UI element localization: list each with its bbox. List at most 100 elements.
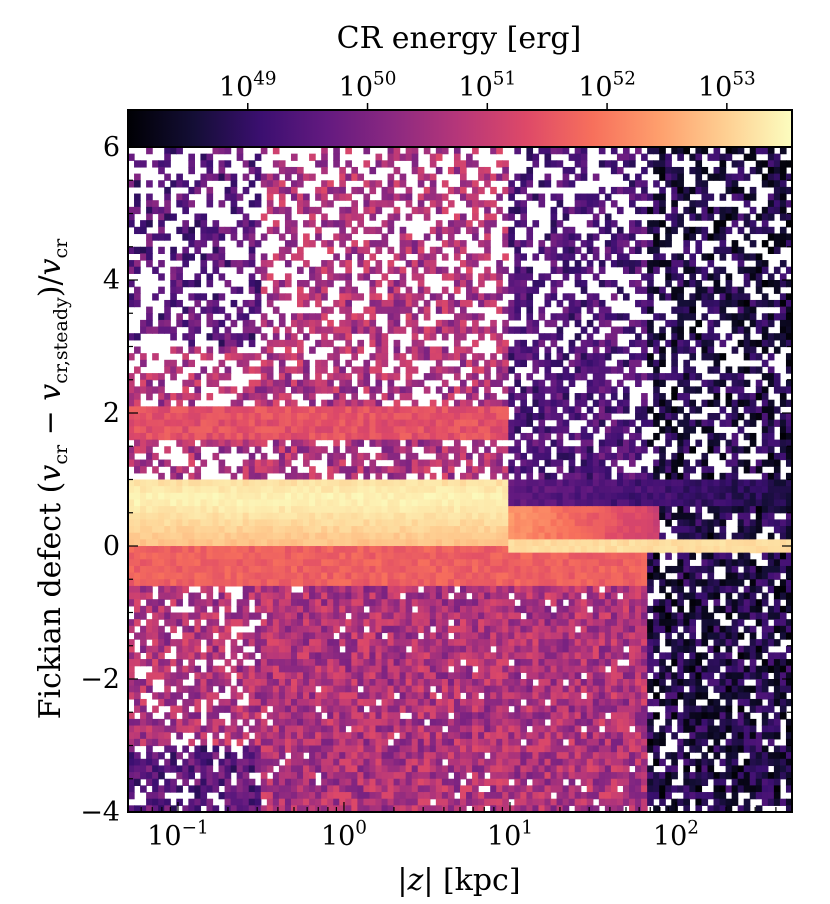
heatmap-cell bbox=[152, 732, 159, 740]
heatmap-cell bbox=[188, 472, 195, 481]
heatmap-cell bbox=[309, 698, 316, 707]
heatmap-cell bbox=[278, 718, 286, 727]
heatmap-cell bbox=[478, 738, 485, 747]
heatmap-cell bbox=[158, 645, 165, 653]
heatmap-cell bbox=[399, 579, 407, 587]
heatmap-cell bbox=[218, 685, 226, 693]
heatmap-cell bbox=[152, 599, 159, 607]
heatmap-cell bbox=[339, 499, 346, 507]
heatmap-cell bbox=[134, 266, 141, 274]
heatmap-cell bbox=[399, 226, 407, 235]
heatmap-cell bbox=[194, 373, 202, 381]
heatmap-cell bbox=[435, 346, 443, 354]
heatmap-cell bbox=[441, 399, 449, 407]
heatmap-cell bbox=[472, 526, 479, 534]
heatmap-cell bbox=[194, 180, 202, 188]
heatmap-cell bbox=[140, 539, 147, 547]
heatmap-cell bbox=[182, 632, 189, 640]
heatmap-cell bbox=[297, 486, 304, 494]
heatmap-cell bbox=[230, 639, 238, 647]
heatmap-cell bbox=[460, 565, 467, 574]
heatmap-cell bbox=[272, 286, 280, 294]
heatmap-cell bbox=[164, 738, 171, 747]
heatmap-cell bbox=[417, 512, 425, 520]
heatmap-cell bbox=[490, 186, 497, 195]
heatmap-cell bbox=[514, 472, 521, 481]
heatmap-cell bbox=[478, 559, 485, 567]
heatmap-cell bbox=[164, 426, 171, 434]
heatmap-cell bbox=[200, 565, 208, 574]
heatmap-cell bbox=[375, 712, 383, 720]
heatmap-cell bbox=[254, 519, 262, 527]
heatmap-cell bbox=[176, 419, 183, 427]
heatmap-cell bbox=[357, 499, 365, 507]
heatmap-cell bbox=[387, 805, 395, 813]
heatmap-cell bbox=[182, 625, 189, 634]
heatmap-cell bbox=[514, 260, 521, 268]
heatmap-cell bbox=[278, 698, 286, 707]
colorbar bbox=[127, 109, 793, 148]
heatmap-cell bbox=[357, 313, 365, 321]
heatmap-cell bbox=[363, 472, 371, 481]
heatmap-cell bbox=[478, 625, 485, 634]
heatmap-cell bbox=[393, 519, 401, 527]
heatmap-cell bbox=[260, 359, 268, 368]
heatmap-cell bbox=[363, 399, 371, 407]
heatmap-cell bbox=[411, 659, 419, 667]
heatmap-cell bbox=[146, 206, 153, 215]
heatmap-cell bbox=[315, 193, 322, 201]
heatmap-cell bbox=[140, 446, 147, 454]
heatmap-cell bbox=[502, 758, 509, 767]
heatmap-cell bbox=[260, 725, 268, 733]
heatmap-cell bbox=[212, 692, 220, 700]
heatmap-cell bbox=[453, 399, 461, 407]
heatmap-cell bbox=[284, 758, 292, 767]
heatmap-cell bbox=[411, 552, 419, 560]
heatmap-cell bbox=[423, 625, 431, 634]
heatmap-cell bbox=[472, 772, 479, 780]
heatmap-cell bbox=[170, 286, 177, 294]
heatmap-cell bbox=[484, 758, 491, 767]
heatmap-cell bbox=[514, 639, 521, 647]
heatmap-cell bbox=[453, 452, 461, 461]
heatmap-cell bbox=[218, 625, 226, 634]
heatmap-cell bbox=[387, 705, 395, 713]
heatmap-cell bbox=[164, 619, 171, 627]
heatmap-cell bbox=[405, 193, 413, 201]
heatmap-cell bbox=[315, 758, 322, 767]
heatmap-cell bbox=[309, 532, 316, 540]
heatmap-cell bbox=[248, 565, 256, 574]
heatmap-cell bbox=[200, 406, 208, 414]
heatmap-cell bbox=[297, 732, 304, 740]
heatmap-cell bbox=[363, 386, 371, 394]
heatmap-cell bbox=[188, 326, 195, 334]
heatmap-cell bbox=[369, 226, 377, 235]
heatmap-cell bbox=[218, 479, 226, 487]
heatmap-cell bbox=[393, 579, 401, 587]
heatmap-cell bbox=[303, 659, 310, 667]
heatmap-cell bbox=[224, 672, 232, 680]
heatmap-cell bbox=[188, 519, 195, 527]
heatmap-cell bbox=[200, 792, 208, 800]
heatmap-cell bbox=[230, 432, 238, 441]
heatmap-cell bbox=[152, 565, 159, 574]
heatmap-cell bbox=[140, 592, 147, 600]
heatmap-cell bbox=[387, 413, 395, 421]
heatmap-cell bbox=[466, 539, 473, 547]
heatmap-cell bbox=[339, 692, 346, 700]
heatmap-cell bbox=[134, 432, 141, 441]
heatmap-cell bbox=[411, 426, 419, 434]
heatmap-cell bbox=[490, 147, 497, 155]
heatmap-cell bbox=[441, 745, 449, 753]
heatmap-cell bbox=[393, 299, 401, 308]
heatmap-cell bbox=[333, 459, 340, 467]
heatmap-cell bbox=[230, 685, 238, 693]
heatmap-cell bbox=[206, 539, 214, 547]
heatmap-cell bbox=[514, 718, 521, 727]
heatmap-cell bbox=[254, 326, 262, 334]
heatmap-cell bbox=[224, 446, 232, 454]
heatmap-cell bbox=[441, 452, 449, 461]
heatmap-cell bbox=[453, 432, 461, 441]
heatmap-cell bbox=[435, 299, 443, 308]
heatmap-cell bbox=[466, 619, 473, 627]
